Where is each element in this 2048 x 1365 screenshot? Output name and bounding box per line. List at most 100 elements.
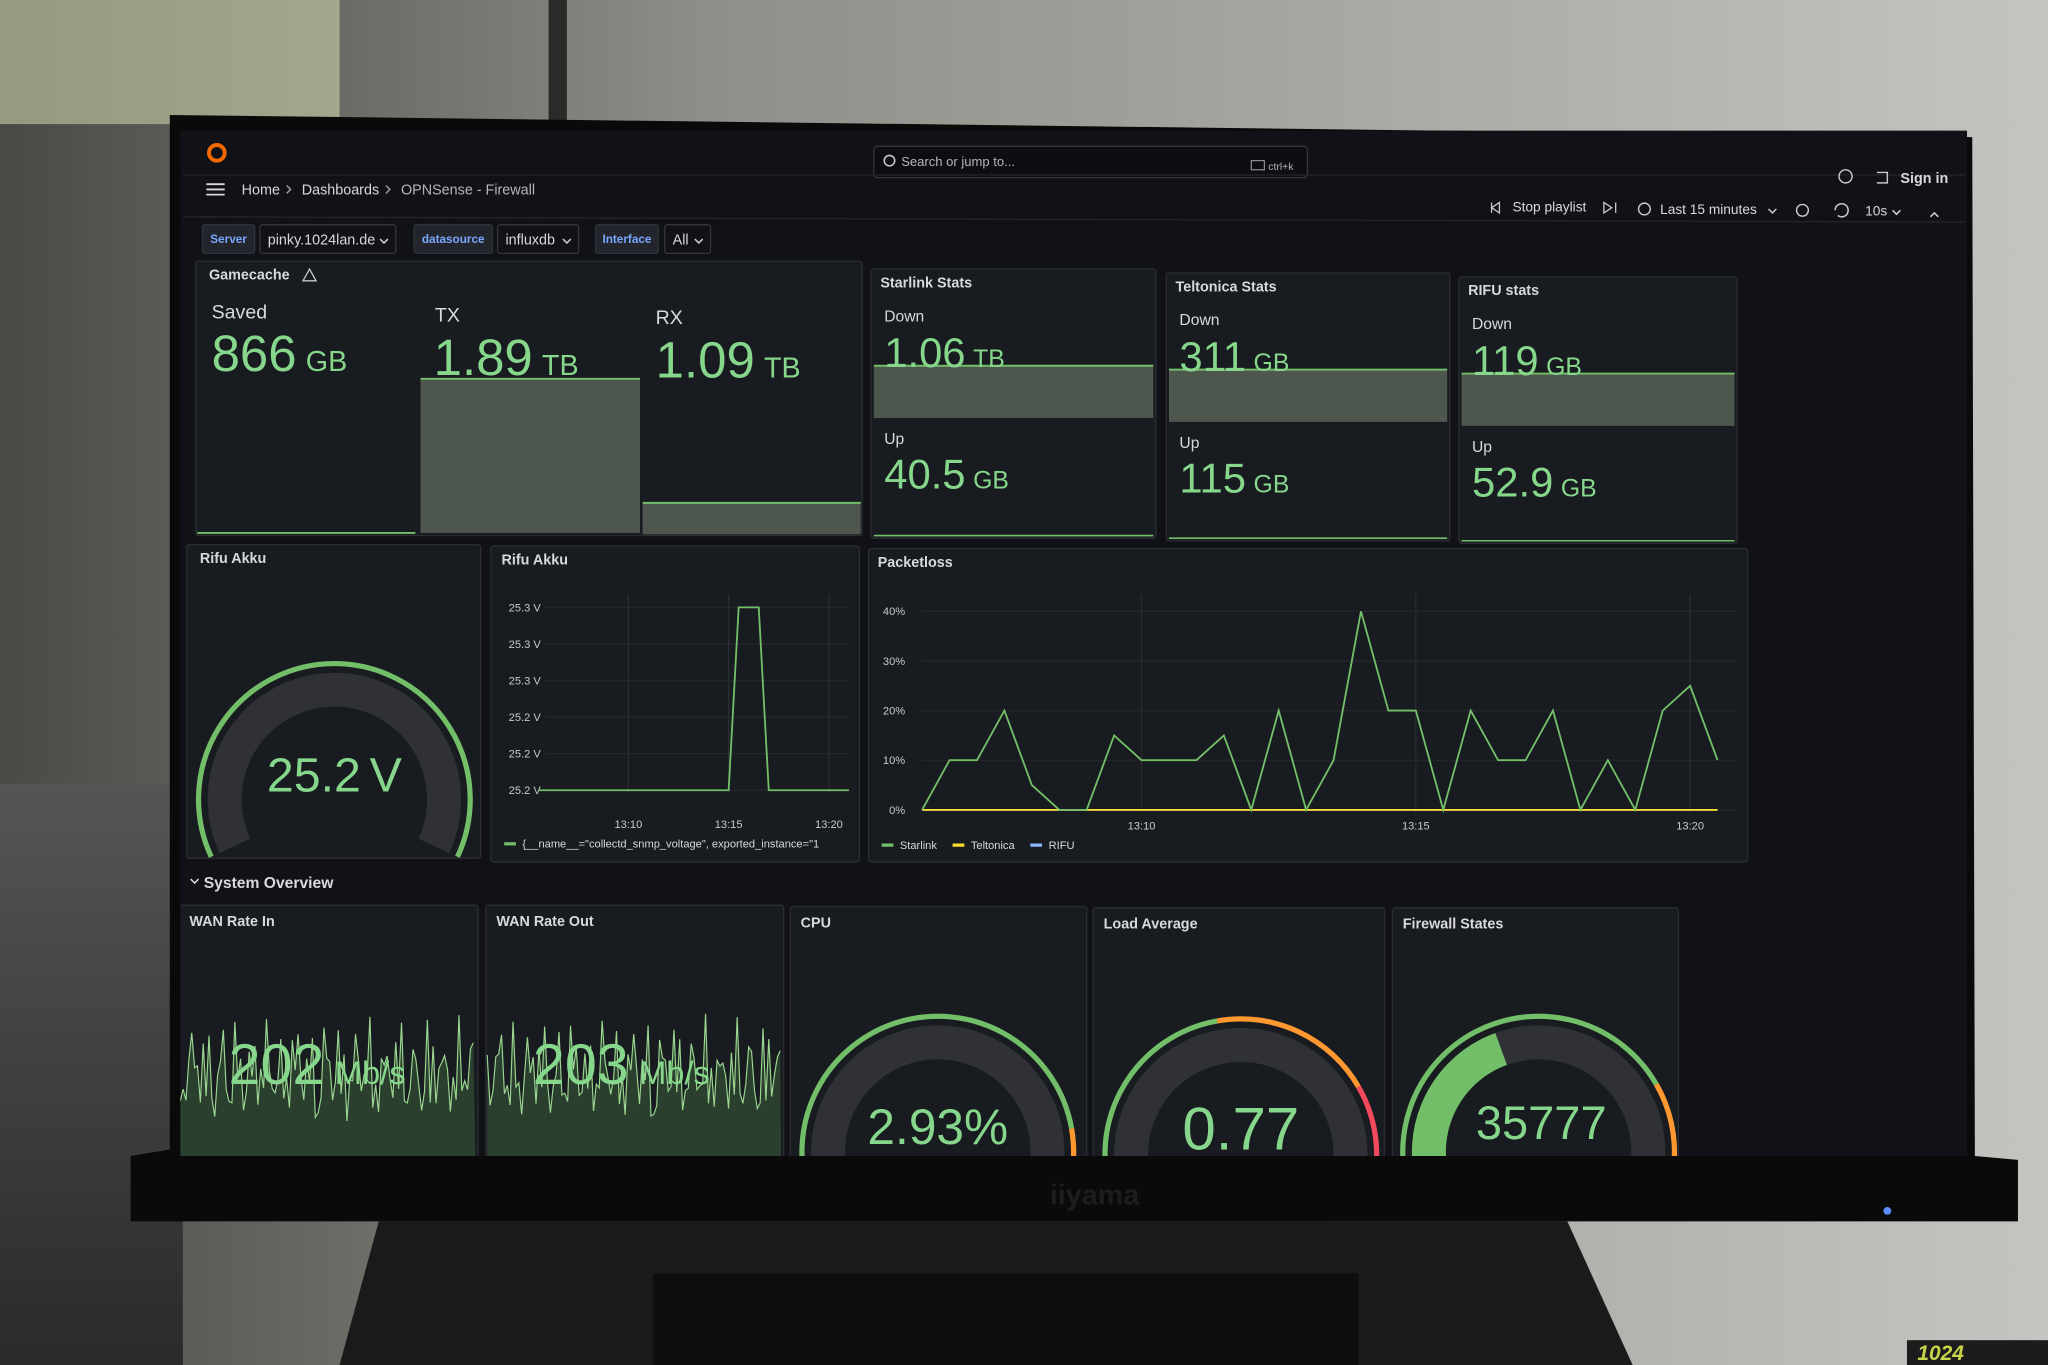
stand-case [653,1273,1359,1365]
toolbar-divider [182,216,1966,223]
sparkline-area [180,1015,476,1157]
stat-value: 40.5 GB [884,451,1009,498]
gauge-threshold [1356,1085,1380,1157]
gauge-threshold [799,1013,1075,1157]
variable-chevron [379,238,389,245]
panel-title: Load Average [1104,917,1198,933]
dashboard: Search or jump to... ctrl+k Home Dashboards… [180,143,1966,1162]
gauge-value-unit: % [964,1099,1008,1155]
stat-value-number: 311 [1179,333,1246,380]
section-chevron[interactable] [190,878,200,885]
stat-sparkline-area [642,502,861,535]
variable-select[interactable] [664,224,712,255]
playlist-next-icon[interactable] [1603,201,1617,215]
legend-label[interactable]: Starlink [900,840,937,852]
sign-in[interactable]: Sign in [1900,171,1948,187]
stat-label: Down [884,308,924,325]
refresh-chevron [1892,209,1901,216]
y-tick-label: 25.3 V [509,675,542,687]
x-tick-label: 13:15 [1402,820,1430,832]
panel-title: Firewall States [1403,917,1504,933]
breadcrumb-separator [385,184,391,194]
stat-value-number: 52.9 [1472,458,1553,505]
x-tick-label: 13:20 [815,819,843,831]
variable-label: Server [210,233,247,246]
watermark: 1024 [1917,1342,1964,1365]
variable-label: Interface [602,233,651,246]
breadcrumb-item[interactable]: Home [242,183,280,199]
y-tick-label: 40% [883,606,905,618]
gauge-threshold [1653,1082,1678,1157]
legend-label[interactable]: Teltonica [971,840,1016,852]
sign-in-icon [1876,171,1889,184]
search-icon [883,154,896,167]
stat-value: 115 GB [1179,454,1289,501]
panel-title: WAN Rate In [189,914,274,930]
panel-title: Rifu Akku [502,552,568,568]
gauge-value: 0.77 [1182,1095,1299,1162]
gauge-value-number: 2.93 [867,1099,964,1155]
search-box[interactable] [873,145,1309,179]
sparkline-area [487,1013,782,1157]
gauge-value: 25.2 V [267,749,403,803]
section-title[interactable]: System Overview [204,875,334,892]
stat-value-unit: Mb/s [639,1054,710,1091]
stat-value-unit: GB [1561,475,1597,502]
x-tick-label: 13:15 [715,819,743,831]
variable-label-box [413,224,494,255]
legend-label[interactable]: RIFU [1049,840,1075,852]
x-tick-label: 13:10 [614,819,642,831]
panel-title: Packetloss [878,555,953,571]
logo [207,143,227,163]
background-pole [548,0,567,125]
breadcrumb-item[interactable]: Dashboards [302,183,379,199]
y-tick-label: 20% [883,706,905,718]
chart-panel [490,545,861,863]
y-tick-label: 25.3 V [509,639,542,651]
stat-label: Up [1179,435,1199,452]
stat-value: 1.06 TB [884,329,1005,376]
background-floor [0,783,183,1365]
stat-value-number: 40.5 [884,451,965,498]
playlist-prev-icon[interactable] [1490,201,1501,215]
stat-label: Up [1472,439,1492,456]
variable-label: datasource [422,233,485,246]
stat-value-number: 1.09 [656,331,755,388]
stop-playlist[interactable]: Stop playlist [1512,200,1586,215]
panel-title: Gamecache [209,268,290,284]
stat-label: TX [435,304,460,326]
refresh-icon[interactable] [1834,202,1849,218]
variable-select[interactable] [259,224,397,255]
background-window [0,0,340,125]
x-tick-label: 13:10 [1128,820,1156,832]
breadcrumb-item: OPNSense - Firewall [401,183,535,199]
refresh-interval[interactable]: 10s [1865,204,1887,219]
variable-value: influxdb [505,232,555,248]
stat-value-unit: TB [764,352,801,384]
stat-value-number: 866 [212,325,297,382]
search-placeholder: Search or jump to... [901,154,1015,169]
gauge-value: 2.93% [867,1099,1008,1155]
time-range[interactable]: Last 15 minutes [1660,202,1757,217]
gauge-threshold [1102,1018,1218,1157]
power-led [1883,1206,1892,1215]
y-tick-label: 25.3 V [509,602,542,614]
legend-label[interactable]: {__name__="collectd_snmp_voltage", expor… [522,839,819,851]
help-icon[interactable] [1838,169,1853,184]
search-shortcut: ctrl+k [1268,162,1294,173]
stat-value: 203 Mb/s [533,1033,710,1097]
stat-label: Down [1179,312,1219,329]
variable-value: All [673,232,689,248]
stat-sparkline-area [873,365,1154,418]
stat-sparkline-area [420,378,640,533]
stat-value-number: 202 [229,1033,325,1097]
gauge-track [811,1025,1065,1157]
variable-chevron [694,238,704,245]
zoom-out-icon[interactable] [1795,203,1810,217]
y-tick-label: 10% [883,755,905,767]
variable-select[interactable] [496,224,580,255]
stat-value-number: 1.89 [434,329,533,386]
panel-title: Rifu Akku [200,551,266,567]
collapse-icon[interactable] [1929,211,1939,218]
panel-title: WAN Rate Out [496,914,594,930]
